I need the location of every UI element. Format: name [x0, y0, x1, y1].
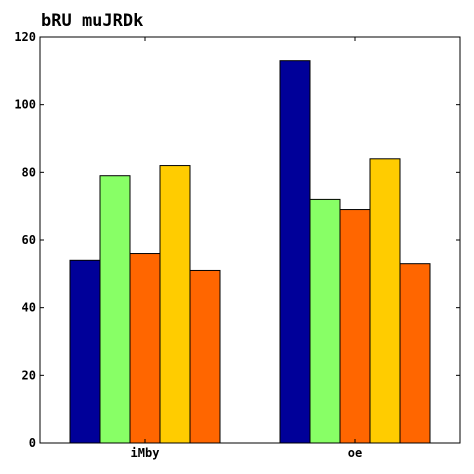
bar-iMby-series-2	[99, 175, 131, 444]
bar-oe-series-4	[369, 158, 401, 444]
bar-iMby-series-5	[189, 269, 221, 444]
bar-iMby-series-3	[129, 253, 161, 444]
x-tick-label: iMby	[131, 446, 160, 460]
chart-title: bRU muJRDk	[41, 11, 143, 31]
bar-oe-series-2	[309, 198, 341, 444]
y-tick-label: 0	[29, 436, 36, 450]
bars-layer	[69, 60, 431, 444]
bar-iMby-series-4	[159, 165, 191, 444]
y-axis: 0 20 40 60 80 100 120	[14, 30, 460, 450]
y-tick-label: 20	[22, 368, 36, 382]
y-tick-label: 40	[22, 301, 36, 315]
bar-iMby-series-1	[69, 259, 101, 444]
x-axis: iMby oe	[131, 37, 362, 460]
x-tick-label: oe	[348, 446, 362, 460]
y-tick-label: 100	[14, 98, 36, 112]
y-tick-label: 60	[22, 233, 36, 247]
bar-oe-series-3	[339, 209, 371, 444]
bar-oe-series-1	[279, 60, 311, 444]
y-tick-label: 80	[22, 165, 36, 179]
bar-oe-series-5	[399, 263, 431, 444]
y-tick-label: 120	[14, 30, 36, 44]
